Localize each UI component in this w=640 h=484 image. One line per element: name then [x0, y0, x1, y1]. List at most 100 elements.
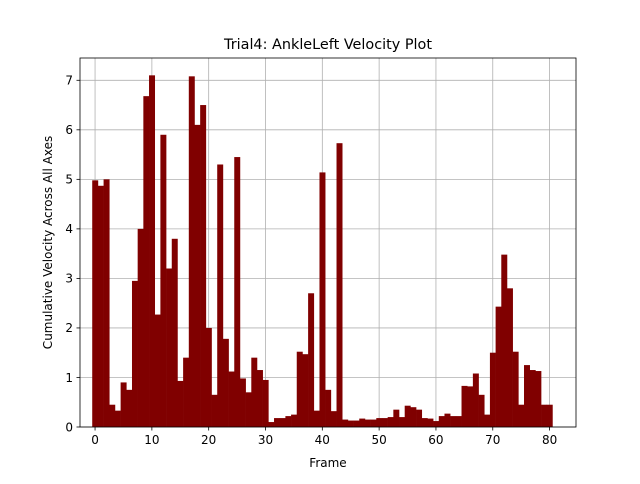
y-axis-ticks: 0 1 2 3 4 5 6 7: [65, 74, 80, 434]
bar: [251, 357, 258, 427]
bar: [467, 386, 474, 427]
bar: [268, 422, 275, 427]
bar: [524, 365, 530, 427]
bar: [325, 389, 332, 427]
bar: [347, 420, 354, 427]
bar: [302, 354, 309, 427]
bar: [188, 76, 195, 427]
bar: [489, 352, 496, 427]
bar: [376, 418, 383, 427]
x-tick-label: 60: [428, 433, 443, 447]
bar: [313, 410, 320, 427]
bar: [330, 411, 337, 427]
bar: [126, 389, 133, 427]
bar: [370, 419, 377, 427]
bar: [239, 378, 246, 427]
bar: [450, 416, 457, 427]
bar: [472, 373, 479, 427]
bar: [160, 134, 167, 427]
bar: [97, 185, 104, 427]
bar: [149, 75, 156, 427]
bar: [444, 413, 451, 427]
bar: [478, 394, 485, 427]
bar: [399, 417, 405, 427]
y-tick-label: 1: [65, 371, 73, 385]
bar: [143, 96, 150, 427]
y-tick-label: 6: [65, 123, 73, 137]
bar: [416, 409, 423, 427]
bar: [131, 280, 138, 427]
bar: [166, 268, 173, 427]
bar: [92, 180, 99, 427]
chart-title: Trial4: AnkleLeft Velocity Plot: [223, 37, 432, 53]
x-tick-label: 50: [371, 433, 386, 447]
bar: [194, 124, 201, 428]
y-tick-label: 4: [65, 222, 73, 236]
bar: [291, 414, 298, 427]
bar: [484, 414, 491, 427]
y-tick-label: 5: [65, 173, 73, 187]
bar: [410, 407, 417, 427]
bar: [541, 404, 548, 427]
bar: [234, 157, 241, 427]
bar: [387, 417, 394, 427]
bar: [245, 392, 252, 427]
bar: [342, 419, 349, 427]
bar: [495, 306, 502, 427]
bar: [183, 357, 190, 427]
bar: [114, 410, 121, 427]
bar: [529, 370, 536, 427]
bar: [120, 382, 127, 427]
bar: [103, 179, 110, 427]
bar: [137, 228, 144, 427]
bar: [506, 288, 513, 427]
y-axis-label: Cumulative Velocity Across All Axes: [41, 136, 55, 349]
bar: [381, 418, 388, 427]
bar: [256, 370, 263, 427]
bar: [205, 327, 212, 427]
y-tick-label: 7: [65, 74, 73, 88]
x-tick-label: 20: [201, 433, 216, 447]
bar: [461, 385, 468, 427]
bar: [433, 421, 440, 427]
bar: [217, 164, 224, 428]
bar: [171, 238, 178, 427]
bar: [222, 338, 229, 427]
bar: [421, 418, 428, 427]
bar: [211, 394, 218, 427]
x-tick-label: 0: [91, 433, 99, 447]
bar: [404, 405, 411, 427]
x-tick-label: 70: [485, 433, 500, 447]
bar: [279, 418, 286, 427]
bar: [285, 416, 292, 427]
bar: [455, 416, 462, 427]
bar: [228, 371, 235, 427]
axes-frame: [79, 57, 577, 428]
bars: [92, 75, 553, 428]
bar: [308, 293, 315, 427]
bar: [177, 380, 184, 427]
bar: [427, 418, 434, 427]
bar: [518, 404, 525, 427]
x-tick-label: 30: [258, 433, 273, 447]
bar: [296, 351, 303, 427]
bar: [535, 371, 542, 427]
x-tick-label: 80: [542, 433, 557, 447]
bar: [364, 419, 371, 427]
x-tick-label: 40: [315, 433, 330, 447]
x-axis-label: Frame: [309, 456, 346, 470]
bar: [438, 416, 445, 427]
bar: [262, 379, 269, 427]
y-tick-label: 2: [65, 321, 73, 335]
bar: [512, 351, 519, 427]
bar: [546, 404, 553, 427]
y-tick-label: 3: [65, 272, 73, 286]
x-tick-label: 10: [144, 433, 159, 447]
bar: [393, 409, 400, 427]
bar: [501, 254, 508, 427]
bar: [359, 418, 366, 427]
bar: [200, 105, 207, 428]
y-tick-label: 0: [65, 420, 73, 434]
